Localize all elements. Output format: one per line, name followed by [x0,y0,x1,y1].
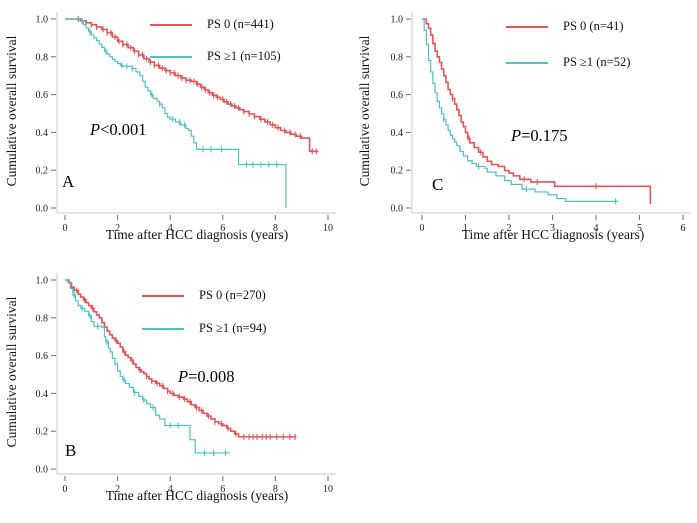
x-axis-title: Time after HCC diagnosis (years) [461,227,645,242]
y-tick-label: 0.2 [36,166,49,177]
legend-item-ps1: PS ≥1 (n=105) [150,49,281,64]
y-tick-label: 0.8 [36,52,49,63]
legend-item-ps1: PS ≥1 (n=52) [506,55,630,70]
panel-letter: B [65,441,77,460]
y-tick-label: 0.4 [36,389,49,400]
y-tick-label: 0.4 [391,128,404,139]
x-tick-label: 2 [115,223,120,234]
p-rest: <0.001 [100,120,147,139]
km-plot-a: 0 2 4 6 8 10 0.0 0.2 0.4 0.6 0.8 1.0 [36,12,336,234]
p-rest: =0.008 [188,367,235,386]
legend-line-ps0 [506,25,548,28]
survival-curve-ps0 [422,18,652,205]
legend-item-ps0: PS 0 (n=270) [142,288,266,303]
legend-item-ps0: PS 0 (n=41) [506,19,630,34]
y-tick-label: 0.6 [391,90,404,101]
y-tick-label: 0.2 [391,166,404,177]
y-tick-label: 0.2 [36,427,49,438]
km-plot-b: 0 2 4 6 8 10 0.0 0.2 0.4 0.6 0.8 1.0 [36,273,336,495]
x-tick-label: 2 [507,223,512,234]
y-tick-label: 1.0 [36,15,49,26]
x-tick-label: 6 [220,223,225,234]
y-axis-title: Cumulative overall survival [4,35,19,187]
p-symbol: P [511,126,522,145]
p-value: P=0.008 [178,367,235,387]
y-tick-label: 0.6 [36,90,49,101]
legend: PS 0 (n=441) PS ≥1 (n=105) [150,17,281,64]
x-tick-label: 1 [463,223,468,234]
y-tick-label: 0.4 [36,128,49,139]
legend-line-ps1 [150,55,192,58]
x-axis-title: Time after HCC diagnosis (years) [105,227,289,242]
panel-letter: C [432,175,444,194]
x-tick-label: 6 [681,223,686,234]
legend-item-ps0: PS 0 (n=441) [150,17,281,32]
x-tick-label: 8 [273,484,278,495]
x-tick-label: 2 [115,484,120,495]
y-tick-label: 1.0 [391,15,404,26]
legend: PS 0 (n=41) PS ≥1 (n=52) [506,19,630,70]
panel-c: 0 1 2 3 4 5 6 0.0 0.2 0.4 0.6 0.8 1.0 Cumulative ove… [348,0,697,261]
y-tick-label: 0.0 [36,465,49,476]
legend-line-ps1 [506,61,548,64]
legend-label-ps0: PS 0 (n=41) [563,19,624,33]
legend-item-ps1: PS ≥1 (n=94) [142,321,266,336]
x-tick-label: 4 [594,223,599,234]
x-tick-label: 0 [420,223,425,234]
p-value: P<0.001 [90,120,147,140]
p-rest: =0.175 [521,126,568,145]
x-tick-label: 6 [220,484,225,495]
panel-letter: A [62,172,75,191]
y-axis-title: Cumulative overall survival [4,296,19,448]
x-tick-label: 3 [550,223,555,234]
survival-curve-ps1 [422,18,619,203]
y-tick-label: 1.0 [36,276,49,287]
y-tick-label: 0.8 [36,313,49,324]
x-tick-label: 10 [323,484,333,495]
y-tick-label: 0.0 [36,204,49,215]
legend-line-ps0 [142,294,184,297]
panel-b: 0 2 4 6 8 10 0.0 0.2 0.4 0.6 0.8 1.0 Cumulative ove… [0,261,348,523]
y-tick-label: 0.6 [36,351,49,362]
x-axis-title: Time after HCC diagnosis (years) [105,488,289,503]
x-tick-label: 0 [63,223,68,234]
legend-label-ps1: PS ≥1 (n=94) [199,321,267,335]
x-tick-label: 5 [637,223,642,234]
p-value: P=0.175 [511,126,568,146]
x-tick-label: 10 [323,223,333,234]
x-tick-label: 4 [168,484,173,495]
legend: PS 0 (n=270) PS ≥1 (n=94) [142,288,266,336]
legend-label-ps1: PS ≥1 (n=105) [207,49,281,63]
y-tick-label: 0.8 [391,52,404,63]
x-tick-label: 0 [63,484,68,495]
survival-curve-ps1 [65,279,230,454]
y-axis-title: Cumulative overall survival [357,35,372,187]
p-symbol: P [90,120,101,139]
legend-label-ps0: PS 0 (n=270) [199,288,266,302]
legend-line-ps0 [150,23,192,26]
legend-label-ps1: PS ≥1 (n=52) [563,55,631,69]
legend-label-ps0: PS 0 (n=441) [207,17,274,31]
x-tick-label: 4 [168,223,173,234]
survival-curve-ps0 [65,18,319,153]
y-tick-label: 0.0 [391,204,404,215]
p-symbol: P [178,367,189,386]
km-plot-c: 0 1 2 3 4 5 6 0.0 0.2 0.4 0.6 0.8 1.0 [391,12,691,234]
legend-line-ps1 [142,327,184,330]
panel-a: 0 2 4 6 8 10 0.0 0.2 0.4 0.6 0.8 1.0 Cumulative ove… [0,0,348,261]
x-tick-label: 8 [273,223,278,234]
